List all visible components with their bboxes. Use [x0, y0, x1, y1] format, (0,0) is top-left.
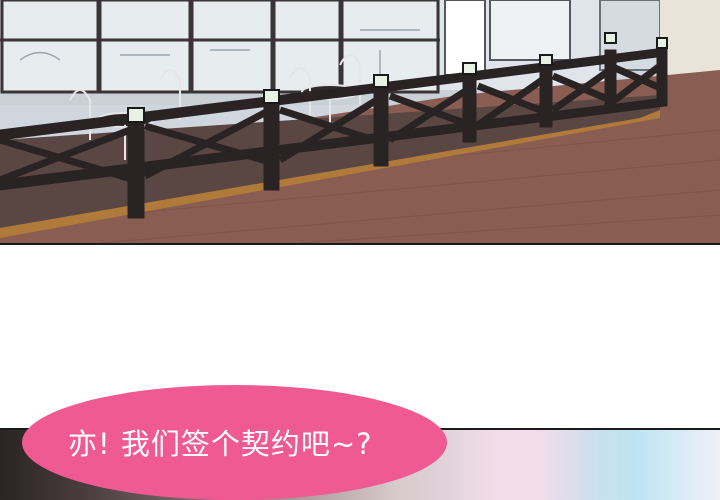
cafe-terrace-illustration	[0, 0, 720, 243]
street-wall	[660, 0, 720, 80]
post-lamps	[127, 32, 668, 123]
wooden-fence	[0, 43, 668, 219]
comic-panel-top	[0, 0, 720, 245]
deck-edge	[0, 110, 660, 238]
speech-bubble-text: 亦! 我们签个契约吧~?	[68, 427, 373, 461]
terrace-deck	[0, 95, 660, 228]
panel-light-glow	[440, 430, 720, 500]
speech-bubble	[22, 385, 447, 500]
cafe-interior	[19, 29, 420, 80]
shop-window	[489, 0, 571, 61]
cafe-windows	[0, 0, 440, 94]
